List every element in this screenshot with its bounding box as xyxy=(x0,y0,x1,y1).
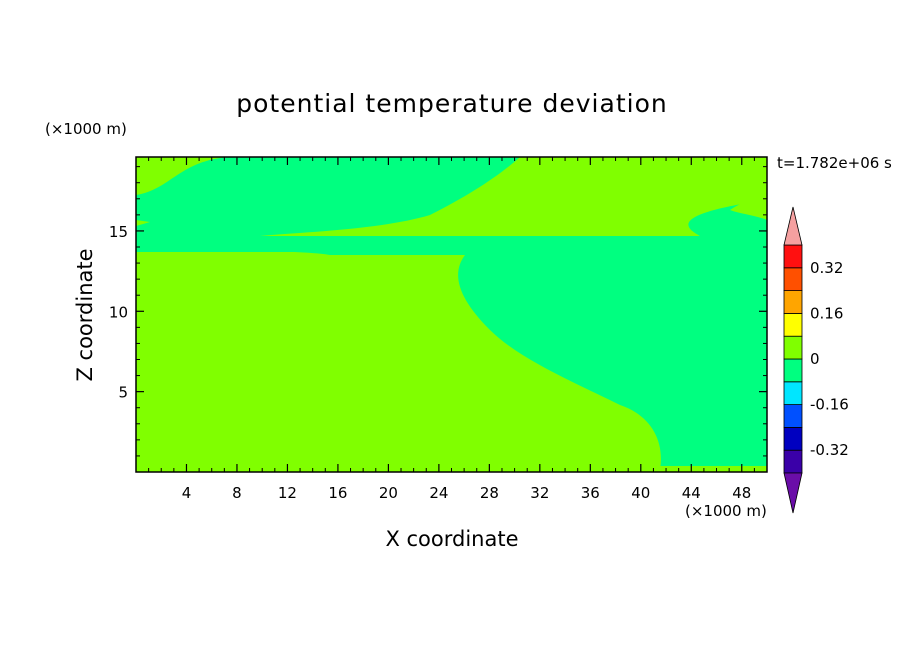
x-tick-label: 36 xyxy=(581,484,600,502)
x-axis-label: X coordinate xyxy=(385,527,518,551)
colorbar: 0.32 0.16 0 -0.16 -0.32 xyxy=(783,206,849,514)
contour-region-band xyxy=(136,246,767,252)
colorbar-swatch xyxy=(783,381,803,405)
x-tick-label: 12 xyxy=(278,484,297,502)
colorbar-swatch xyxy=(783,449,803,474)
colorbar-swatch xyxy=(783,244,803,269)
x-tick-label: 16 xyxy=(328,484,347,502)
x-tick-label: 20 xyxy=(379,484,398,502)
y-axis-ticks: 5 10 15 xyxy=(109,166,767,457)
x-tick-label: 48 xyxy=(732,484,751,502)
y-tick-label: 15 xyxy=(109,223,128,241)
colorbar-label: 0.32 xyxy=(810,259,843,277)
contour-region-bump-edge xyxy=(136,432,152,470)
x-axis-unit: (×1000 m) xyxy=(685,502,767,520)
contour-fill xyxy=(136,157,767,472)
colorbar-swatch xyxy=(783,358,803,383)
colorbar-swatch xyxy=(783,426,803,451)
y-tick-label: 10 xyxy=(109,303,128,321)
colorbar-label: 0.16 xyxy=(810,304,843,322)
contour-region-right xyxy=(740,255,767,420)
contour-region-main xyxy=(136,157,767,470)
x-tick-label: 40 xyxy=(631,484,650,502)
y-axis-label: Z coordinate xyxy=(73,248,97,381)
colorbar-label: -0.32 xyxy=(810,441,849,459)
x-tick-label: 8 xyxy=(232,484,242,502)
colorbar-label: -0.16 xyxy=(810,396,849,414)
x-axis-ticks: 4 8 12 16 20 24 28 32 36 40 44 48 xyxy=(148,157,755,502)
contour-region-bump-left xyxy=(185,379,415,470)
chart-title: potential temperature deviation xyxy=(236,89,667,118)
y-tick-label: 5 xyxy=(118,384,128,402)
colorbar-over-triangle xyxy=(783,206,803,246)
time-label: t=1.782e+06 s xyxy=(777,154,892,172)
x-tick-label: 32 xyxy=(530,484,549,502)
contour-region-bump-small xyxy=(160,448,190,470)
x-tick-label: 28 xyxy=(480,484,499,502)
contour-region-top-left xyxy=(136,220,150,226)
x-tick-label: 24 xyxy=(429,484,448,502)
colorbar-swatch xyxy=(783,267,803,291)
contour-region-bump-mid xyxy=(430,411,522,470)
contour-region-top-right xyxy=(730,193,767,220)
colorbar-label: 0 xyxy=(810,350,820,368)
colorbar-swatch xyxy=(783,404,803,428)
colorbar-swatch xyxy=(783,335,803,360)
x-tick-label: 4 xyxy=(182,484,192,502)
colorbar-under-triangle xyxy=(783,472,803,514)
y-axis-unit: (×1000 m) xyxy=(45,120,127,138)
colorbar-swatch xyxy=(783,312,803,337)
colorbar-swatch xyxy=(783,290,803,314)
x-tick-label: 44 xyxy=(682,484,701,502)
